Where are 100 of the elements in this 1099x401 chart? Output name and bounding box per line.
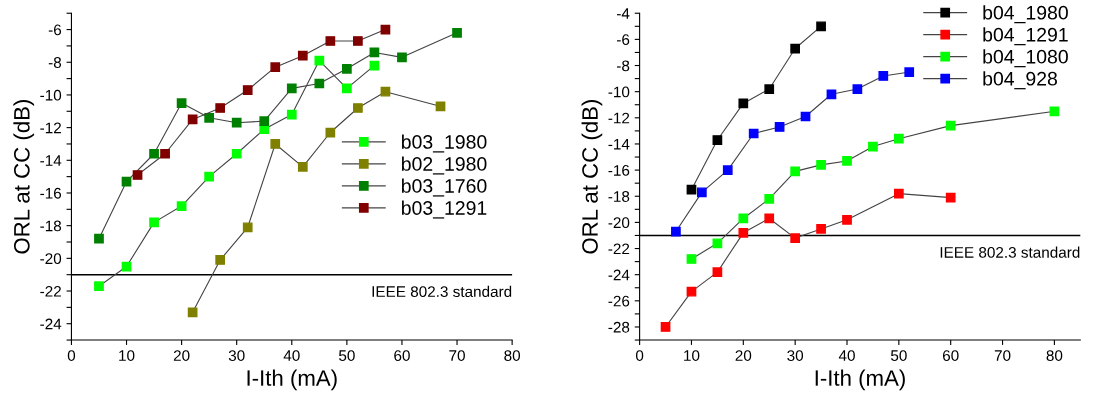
point xyxy=(94,281,104,291)
x-tick-label: 30 xyxy=(787,350,804,361)
point xyxy=(945,120,956,131)
y-tick-label: -22 xyxy=(608,243,630,255)
point xyxy=(259,116,270,126)
point xyxy=(325,36,336,46)
x-tick-label: 30 xyxy=(228,350,245,361)
point xyxy=(790,233,801,243)
point xyxy=(176,201,187,211)
point xyxy=(149,148,159,159)
point xyxy=(231,148,242,159)
point xyxy=(270,139,281,149)
legend-label: b03_1980 xyxy=(402,134,487,153)
point xyxy=(204,112,215,123)
point xyxy=(187,307,198,318)
x-tick-label: 70 xyxy=(449,350,465,361)
point xyxy=(270,62,281,73)
point xyxy=(738,227,749,238)
point xyxy=(878,71,889,81)
point xyxy=(660,322,671,332)
y-tick-label: -6 xyxy=(48,24,62,36)
x-tick-label: 50 xyxy=(890,350,907,361)
y-tick-label: -6 xyxy=(616,34,630,46)
point xyxy=(242,222,253,233)
x-tick-label: 0 xyxy=(635,350,644,361)
point xyxy=(176,98,187,108)
y-tick-label: -14 xyxy=(608,138,630,150)
point xyxy=(722,165,733,175)
point xyxy=(712,267,723,277)
point xyxy=(696,187,707,198)
y-tick-label: -16 xyxy=(608,164,630,176)
point xyxy=(764,194,775,204)
point xyxy=(353,36,363,46)
y-tick-label: -24 xyxy=(40,318,62,330)
point xyxy=(215,103,226,113)
point xyxy=(380,86,391,97)
point xyxy=(397,52,407,63)
point xyxy=(342,83,352,94)
x-tick-label: 70 xyxy=(994,350,1011,361)
y-tick-label: -8 xyxy=(48,57,62,68)
point xyxy=(149,217,159,228)
legend-label: b04_1980 xyxy=(983,5,1068,24)
x-tick-label: 60 xyxy=(394,350,410,361)
x-tick-label: 40 xyxy=(283,350,300,361)
y-tick-label: -22 xyxy=(40,285,61,297)
y-tick-label: -18 xyxy=(40,220,62,232)
x-tick-label: 50 xyxy=(338,350,355,361)
point xyxy=(1049,106,1060,117)
legend-label: b04_1291 xyxy=(983,27,1068,46)
y-tick-label: -18 xyxy=(608,191,630,202)
x-tick-label: 40 xyxy=(838,350,855,361)
point xyxy=(826,89,837,100)
y-tick-label: -26 xyxy=(608,295,630,307)
point xyxy=(868,141,878,152)
point xyxy=(132,170,143,180)
point xyxy=(852,84,863,94)
point xyxy=(686,254,697,264)
point xyxy=(297,50,308,61)
point xyxy=(286,83,297,94)
point xyxy=(297,161,308,172)
y-axis-title: ORL at CC (dB) xyxy=(13,100,35,254)
point xyxy=(215,255,226,265)
point xyxy=(286,109,297,120)
x-tick-label: 0 xyxy=(67,350,76,361)
point xyxy=(204,171,215,182)
point xyxy=(774,122,785,132)
x-tick-label: 10 xyxy=(119,350,135,361)
point xyxy=(842,214,852,225)
point xyxy=(686,286,697,297)
x-tick-label: 60 xyxy=(942,350,959,361)
point xyxy=(160,148,170,159)
x-tick-label: 20 xyxy=(735,350,752,361)
point xyxy=(686,184,697,195)
y-tick-label: -20 xyxy=(608,217,630,229)
point xyxy=(764,84,775,94)
point xyxy=(748,128,759,139)
point xyxy=(712,238,723,249)
point xyxy=(342,63,352,74)
legend-label: b04_1080 xyxy=(983,49,1068,68)
y-tick-label: -16 xyxy=(40,187,62,199)
point xyxy=(893,188,904,199)
point xyxy=(816,21,826,32)
x-tick-label: 20 xyxy=(173,350,190,361)
y-axis-title: ORL at CC (dB) xyxy=(581,100,603,254)
y-tick-label: -12 xyxy=(40,122,61,134)
legend-label: b04_928 xyxy=(983,71,1057,90)
x-axis-title: I-Ith (mA) xyxy=(815,369,905,391)
legend-label: b03_1760 xyxy=(402,178,487,197)
ref-line-label: IEEE 802.3 standard xyxy=(940,246,1080,258)
point xyxy=(904,67,915,77)
y-tick-label: -8 xyxy=(616,60,630,72)
x-tick-label: 80 xyxy=(1046,350,1063,361)
point xyxy=(842,156,852,166)
y-tick-label: -10 xyxy=(40,89,62,101)
ref-line-label: IEEE 802.3 standard xyxy=(372,285,512,298)
x-tick-label: 80 xyxy=(504,350,521,361)
point xyxy=(712,135,723,145)
point xyxy=(738,98,749,109)
point xyxy=(452,27,462,38)
point xyxy=(325,127,336,138)
